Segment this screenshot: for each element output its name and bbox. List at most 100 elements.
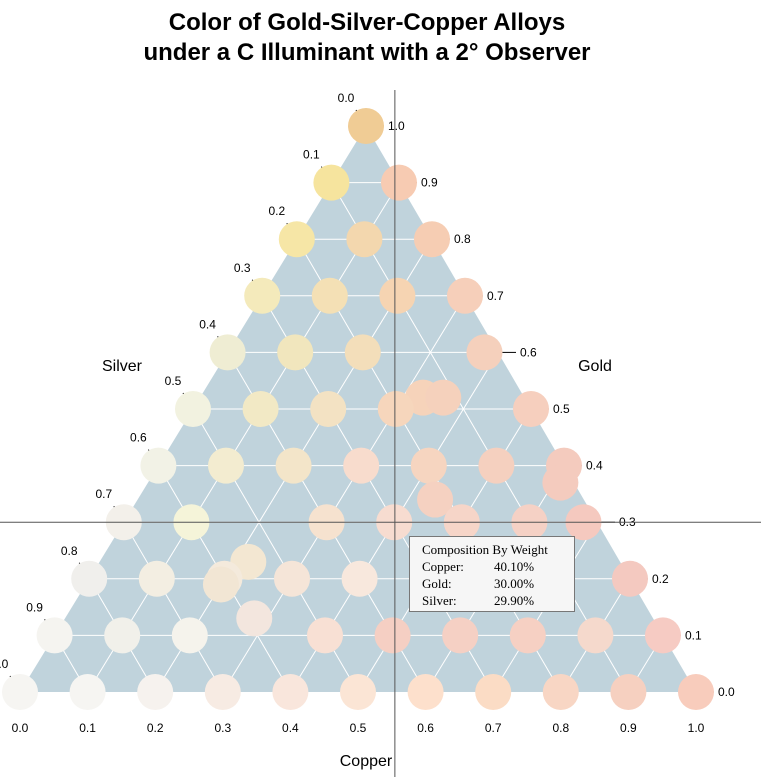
alloy-point[interactable] [377,391,414,427]
alloy-point[interactable] [610,674,647,710]
axis-label-silver: Silver [102,358,143,375]
alloy-point[interactable] [410,447,447,484]
alloy-point[interactable] [344,334,381,371]
alloy-point[interactable] [36,617,73,654]
alloy-point[interactable] [341,560,378,597]
alloy-point[interactable] [417,481,454,518]
alloy-point[interactable] [272,674,309,710]
alloy-point[interactable] [577,617,614,654]
tick-label-silver: 1.0 [0,657,9,671]
alloy-point[interactable] [274,560,310,597]
alloy-point[interactable] [171,617,208,654]
alloy-point[interactable] [175,391,211,427]
tick-label-copper: 0.3 [214,721,231,735]
tick-label-copper: 0.2 [147,721,164,735]
tooltip-value-silver: 29.90% [494,593,535,608]
tick-label-gold: 0.0 [718,685,735,699]
alloy-point[interactable] [71,560,108,597]
tick-label-gold: 0.2 [652,572,669,586]
alloy-point[interactable] [307,617,343,654]
tick-label-silver: 0.5 [165,374,182,388]
alloy-point[interactable] [140,447,177,484]
alloy-point[interactable] [442,617,479,654]
alloy-point[interactable] [343,447,380,484]
tick-label-gold: 0.8 [454,232,471,246]
alloy-point[interactable] [478,447,515,484]
alloy-point[interactable] [138,560,175,597]
alloy-point[interactable] [379,277,416,314]
alloy-point[interactable] [242,391,279,427]
tick-label-silver: 0.7 [95,487,112,501]
alloy-point[interactable] [137,674,174,710]
alloy-point[interactable] [348,108,384,144]
alloy-point[interactable] [374,617,411,654]
tick-label-copper: 0.8 [552,721,569,735]
alloy-point[interactable] [204,674,241,710]
tick-label-copper: 0.0 [12,721,29,735]
tick-label-silver: 0.0 [338,91,355,105]
crosshair [0,90,761,777]
tooltip-row-copper: Copper: 40.10% [422,558,562,575]
alloy-point[interactable] [381,164,417,201]
tooltip-row-gold: Gold: 30.00% [422,575,562,592]
alloy-point[interactable] [313,164,350,201]
chart-title-line-2: under a C Illuminant with a 2° Observer [143,39,590,66]
alloy-point[interactable] [310,391,347,427]
axis-label-copper: Copper [340,753,393,770]
alloy-point[interactable] [542,464,579,501]
alloy-point[interactable] [678,674,714,710]
alloy-point[interactable] [542,674,579,710]
tick-label-gold: 0.5 [553,402,570,416]
alloy-point[interactable] [236,600,273,637]
tick-label-copper: 0.7 [485,721,502,735]
tick-label-gold: 1.0 [388,119,405,133]
alloy-point[interactable] [340,674,376,710]
alloy-point[interactable] [425,379,462,416]
grid-line-silver [330,182,629,693]
tick-label-silver: 0.9 [26,600,43,614]
alloy-point[interactable] [513,391,549,427]
axis-label-gold: Gold [578,358,612,375]
axis-ticks: 0.0 0.1 0.2 0.3 0.4 0.5 0.6 0.7 0.8 0.9 1.0 0.0 0.1 0… [0,91,735,735]
alloy-point[interactable] [202,566,239,603]
alloy-point[interactable] [645,617,681,654]
grid-line-silver [123,521,224,693]
alloy-point[interactable] [208,447,244,484]
tick-label-gold: 0.9 [421,176,438,190]
alloy-point[interactable] [612,560,648,597]
tick-label-gold: 0.4 [586,459,603,473]
alloy-point[interactable] [447,277,483,314]
tooltip-value-gold: 30.00% [494,576,535,591]
chart-title-line-1: Color of Gold-Silver-Copper Alloys [169,9,565,36]
tick-label-copper: 0.1 [79,721,96,735]
alloy-point[interactable] [414,221,450,258]
alloy-point[interactable] [407,674,444,710]
tick-label-silver: 0.1 [303,148,320,162]
tick-label-silver: 0.6 [130,431,147,445]
tick-label-silver: 0.8 [61,544,78,558]
alloy-point[interactable] [69,674,106,710]
alloy-point[interactable] [104,617,141,654]
alloy-point[interactable] [275,447,312,484]
alloy-point[interactable] [466,334,503,371]
tick-label-silver: 0.4 [199,317,216,331]
tick-label-silver: 0.3 [234,261,251,275]
tooltip-label-silver: Silver: [422,593,457,608]
tick-label-copper: 0.5 [350,721,367,735]
alloy-point[interactable] [244,277,281,314]
alloy-point[interactable] [2,674,38,710]
alloy-point[interactable] [277,334,314,371]
alloy-point[interactable] [475,674,512,710]
tooltip-label-copper: Copper: [422,559,464,574]
alloy-point[interactable] [278,221,315,258]
tick-label-gold: 0.6 [520,345,537,359]
tick-label-copper: 0.4 [282,721,299,735]
alloy-point[interactable] [311,277,348,314]
alloy-points [2,108,714,710]
grid-line-copper [87,182,400,693]
alloy-point[interactable] [509,617,546,654]
tick-label-gold: 0.7 [487,289,504,303]
alloy-point[interactable] [346,221,383,258]
alloy-point[interactable] [209,334,246,371]
